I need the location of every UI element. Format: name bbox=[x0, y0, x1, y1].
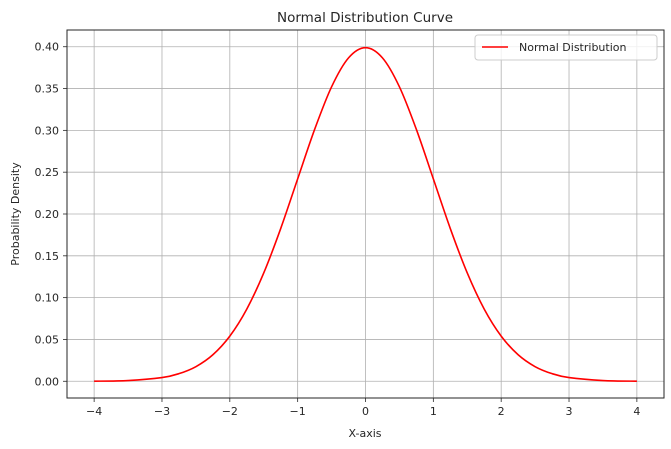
series-layer bbox=[94, 46, 637, 382]
y-tick-label: 0.35 bbox=[35, 83, 60, 96]
chart-title: Normal Distribution Curve bbox=[277, 10, 453, 26]
x-tick-label: 3 bbox=[566, 405, 573, 418]
y-tick-label: 0.25 bbox=[35, 166, 60, 179]
legend-label-normal-distribution: Normal Distribution bbox=[519, 41, 626, 54]
x-tick-label: −2 bbox=[222, 405, 238, 418]
x-tick-label: 4 bbox=[633, 405, 640, 418]
legend-box bbox=[474, 34, 658, 61]
y-tick-label: 0.20 bbox=[35, 208, 60, 221]
x-tick-label: −1 bbox=[290, 405, 306, 418]
x-axis-label: X-axis bbox=[349, 427, 382, 440]
y-tick-label: 0.30 bbox=[35, 124, 60, 137]
x-axis-ticks: −4 −3 −2 −1 0 1 2 3 4 bbox=[86, 398, 640, 418]
y-axis-ticks: 0.00 0.05 0.10 0.15 0.20 0.25 0.30 0.35 0.40 bbox=[35, 41, 67, 388]
y-axis-label: Probability Density bbox=[9, 162, 22, 266]
y-tick-label: 0.10 bbox=[35, 292, 60, 305]
y-tick-label: 0.00 bbox=[35, 375, 60, 388]
y-tick-label: 0.40 bbox=[35, 41, 60, 54]
legend: Normal Distribution bbox=[474, 34, 658, 61]
series-line-normal-distribution bbox=[94, 46, 637, 382]
y-tick-label: 0.15 bbox=[35, 250, 60, 263]
x-tick-label: 2 bbox=[498, 405, 505, 418]
y-tick-label: 0.05 bbox=[35, 333, 60, 346]
x-tick-label: 1 bbox=[430, 405, 437, 418]
x-tick-label: −3 bbox=[154, 405, 170, 418]
grid bbox=[67, 30, 664, 398]
x-tick-label: 0 bbox=[362, 405, 369, 418]
x-tick-label: −4 bbox=[86, 405, 102, 418]
